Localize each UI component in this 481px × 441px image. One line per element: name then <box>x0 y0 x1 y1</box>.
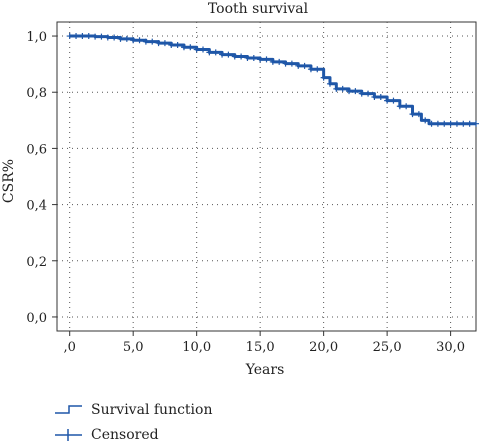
legend-item-survival: Survival function <box>55 402 212 418</box>
censored-mark <box>257 56 264 63</box>
censored-mark <box>238 53 245 60</box>
censored-mark <box>434 120 441 127</box>
censored-mark <box>295 62 302 69</box>
censored-mark <box>168 42 175 49</box>
censored-mark <box>136 37 143 44</box>
censored-mark <box>339 85 346 92</box>
censored-mark <box>301 62 308 69</box>
censored-mark <box>415 111 422 118</box>
censored-mark <box>403 103 410 110</box>
y-tick-label: 0,8 <box>26 86 47 101</box>
censored-mark <box>117 35 124 42</box>
censored-mark <box>155 40 162 47</box>
y-tick-label: 0,0 <box>26 311 47 326</box>
censored-mark <box>250 54 257 61</box>
censored-mark <box>466 120 473 127</box>
censored-mark <box>282 60 289 67</box>
censored-mark <box>314 66 321 73</box>
censored-mark <box>428 120 435 127</box>
legend-plus-symbol <box>55 429 82 441</box>
censored-mark <box>441 120 448 127</box>
censored-mark <box>422 117 429 124</box>
x-tick-label: 15,0 <box>246 340 275 355</box>
censored-mark <box>187 44 194 51</box>
legend-label-censored: Censored <box>91 427 159 441</box>
censored-mark <box>79 33 86 40</box>
censored-mark <box>384 97 391 104</box>
censored-mark <box>409 111 416 118</box>
censored-mark <box>149 38 156 45</box>
censored-mark <box>307 66 314 73</box>
censored-mark <box>288 60 295 67</box>
censored-mark <box>276 58 283 65</box>
censored-mark <box>396 103 403 110</box>
censored-mark <box>346 88 353 95</box>
censored-mark <box>73 33 80 40</box>
censored-mark <box>453 120 460 127</box>
y-tick-label: 1,0 <box>26 30 47 45</box>
x-axis-label: Years <box>245 362 285 378</box>
legend-step-symbol <box>55 405 82 414</box>
y-tick-label: 0,2 <box>26 255 47 270</box>
legend-item-censored: Censored <box>55 427 159 441</box>
x-tick-label: 25,0 <box>373 340 402 355</box>
grid-layer <box>57 22 476 331</box>
censored-mark <box>104 34 111 41</box>
legend: Survival function Censored <box>55 402 212 441</box>
x-tick-label: 5,0 <box>123 340 144 355</box>
censored-mark <box>130 37 137 44</box>
censored-mark <box>85 33 92 40</box>
chart-title: Tooth survival <box>208 1 309 17</box>
censored-mark <box>371 94 378 101</box>
x-tick-label: 20,0 <box>309 340 338 355</box>
censored-mark <box>320 74 327 81</box>
tick-layer: ,0 5,0 10,0 15,0 20,0 25,0 30,0 0,0 0,2 0,4 0,6 0,8… <box>26 30 465 355</box>
x-tick-label: 10,0 <box>182 340 211 355</box>
censored-mark <box>66 33 73 40</box>
censored-mark <box>111 34 118 41</box>
survival-step-line <box>69 34 476 126</box>
censored-mark <box>174 42 181 49</box>
x-tick-label: 30,0 <box>436 340 465 355</box>
censored-mark <box>390 97 397 104</box>
censored-mark <box>142 38 149 45</box>
censored-mark <box>225 51 232 58</box>
censored-mark <box>200 46 207 53</box>
censored-mark <box>473 120 479 127</box>
censored-mark <box>269 58 276 65</box>
censored-mark <box>231 53 238 60</box>
censored-mark <box>447 120 454 127</box>
x-tick-label: ,0 <box>63 340 75 355</box>
censored-mark <box>161 40 168 47</box>
censored-mark <box>212 49 219 56</box>
censored-mark <box>98 33 105 40</box>
plot-area <box>56 21 477 332</box>
censored-mark <box>333 85 340 92</box>
censored-mark <box>219 51 226 58</box>
censored-mark <box>123 35 130 42</box>
censored-mark <box>365 90 372 97</box>
censored-mark <box>352 88 359 95</box>
censored-mark <box>263 56 270 63</box>
censored-mark <box>326 80 333 87</box>
censored-mark <box>92 33 99 40</box>
censored-mark <box>460 120 467 127</box>
censored-mark <box>244 54 251 61</box>
y-axis-label: CSR% <box>1 159 17 203</box>
data-layer <box>66 33 479 127</box>
censored-mark <box>180 44 187 51</box>
y-tick-label: 0,6 <box>26 142 47 157</box>
censored-mark <box>358 90 365 97</box>
censored-mark <box>377 94 384 101</box>
legend-label-survival: Survival function <box>91 402 212 418</box>
censored-mark <box>206 49 213 56</box>
y-tick-label: 0,4 <box>26 199 47 214</box>
censored-mark <box>193 46 200 53</box>
